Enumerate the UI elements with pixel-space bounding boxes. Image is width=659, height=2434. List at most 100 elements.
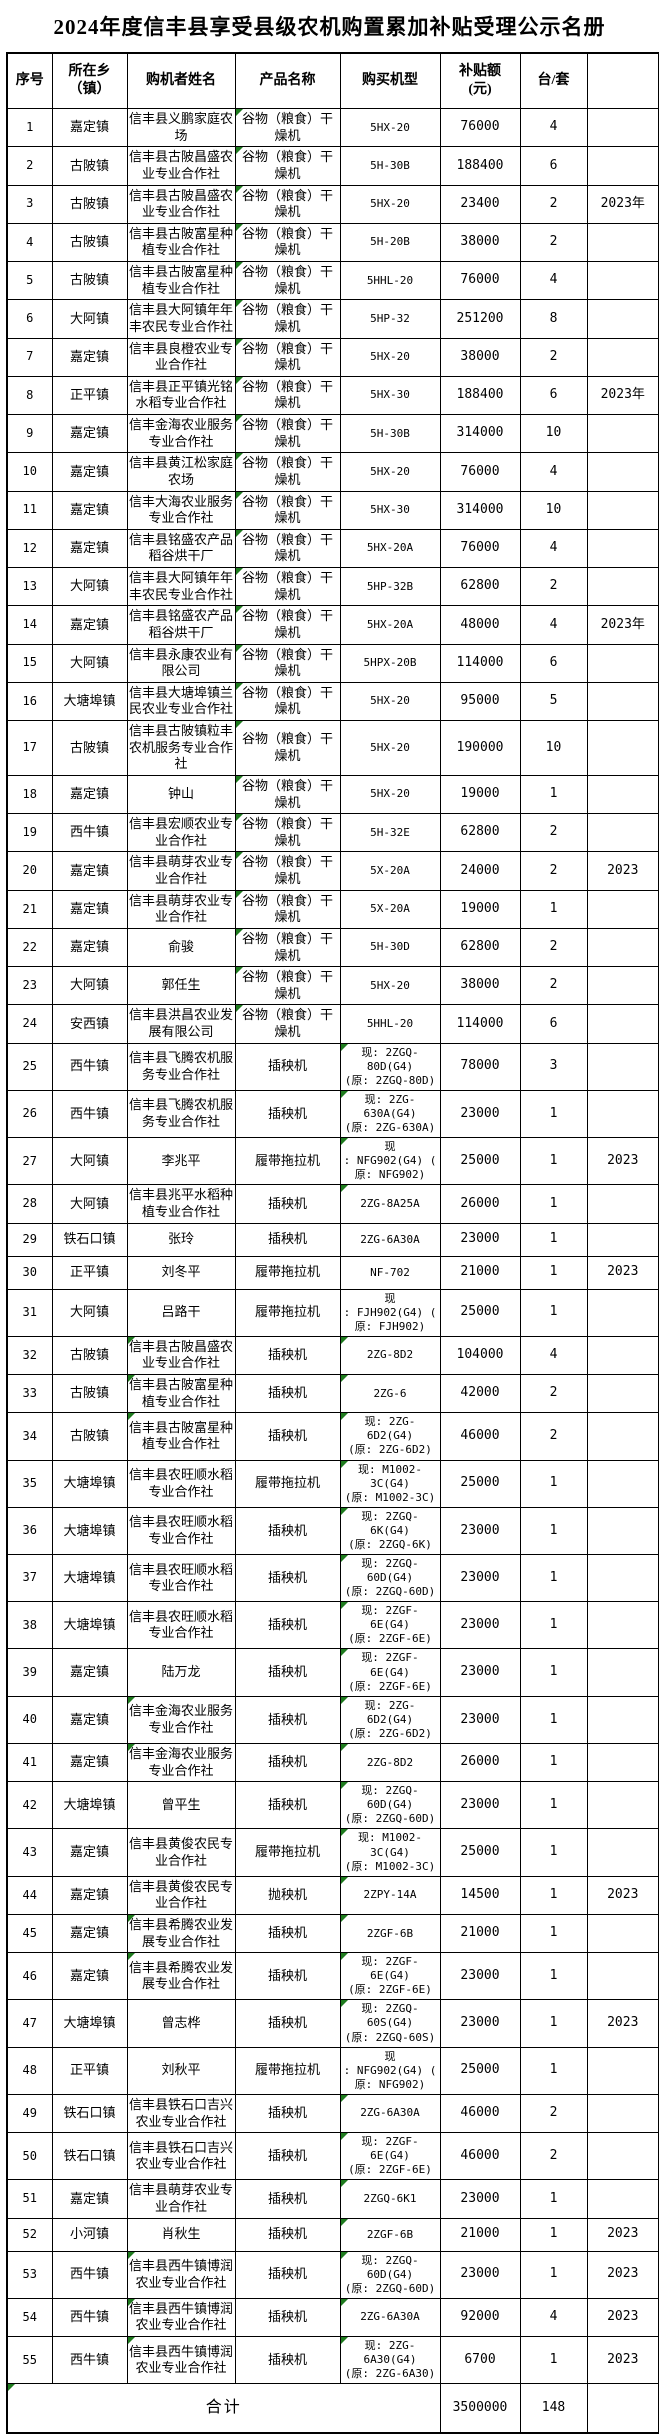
cell-product-name: 谷物（粮食）干 燥机	[234, 566, 341, 607]
cell-subsidy: 19000	[439, 774, 521, 815]
excel-error-marker-icon	[236, 339, 243, 346]
cell-township: 大阿镇	[51, 966, 128, 1006]
cell-seq: 33	[6, 1374, 53, 1414]
excel-error-marker-icon	[341, 1044, 348, 1051]
cell-year	[586, 681, 659, 722]
cell-product-name: 谷物（粮食）干 燥机	[234, 605, 341, 645]
table-row: 32 古陂镇 信丰县古陂昌盛农业专业合作社 插秧机 2ZG-8D2 104000…	[6, 1335, 659, 1376]
excel-error-marker-icon	[341, 2133, 348, 2141]
excel-error-marker-icon	[341, 1185, 348, 1193]
table-row: 38 大塘埠镇 信丰县农旺顺水稻专业合作社 插秧机 现: 2ZGF- 6E(G4…	[6, 1601, 659, 1650]
cell-product-name: 履带拖拉机	[234, 1459, 341, 1508]
excel-error-marker-icon	[341, 2252, 348, 2259]
cell-township: 大阿镇	[51, 566, 128, 607]
cell-year	[586, 774, 659, 815]
cell-purchaser-name: 信丰县农旺顺水稻专业合作社	[126, 1554, 236, 1603]
cell-seq: 47	[6, 1999, 53, 2048]
cell-purchaser-name: 信丰大海农业服务专业合作社	[126, 490, 236, 530]
cell-purchaser-name: 信丰县古陂镇粒丰农机服务专业合作社	[126, 720, 236, 776]
cell-model: 现 : FJH902(G4) ( 原: FJH902)	[339, 1288, 441, 1337]
cell-product-name: 谷物（粮食）干 燥机	[234, 720, 341, 776]
cell-township: 西牛镇	[51, 1042, 128, 1091]
cell-subsidy: 190000	[439, 720, 521, 776]
cell-model: 2ZG-6A30A	[339, 1222, 441, 1257]
cell-product-name: 插秧机	[234, 1648, 341, 1697]
cell-qty: 10	[519, 720, 588, 776]
cell-subsidy: 314000	[439, 413, 521, 454]
cell-purchaser-name: 吕路干	[126, 1288, 236, 1337]
cell-purchaser-name: 信丰县永康农业有限公司	[126, 643, 236, 683]
cell-seq: 31	[6, 1288, 53, 1337]
cell-year: 2023年	[586, 375, 659, 416]
cell-purchaser-name: 信丰县农旺顺水稻专业合作社	[126, 1601, 236, 1650]
cell-product-name: 插秧机	[234, 2179, 341, 2219]
cell-model: 5H-30D	[339, 927, 441, 968]
excel-error-marker-icon	[341, 1782, 348, 1790]
cell-model: 5X-20A	[339, 851, 441, 891]
cell-township: 西牛镇	[51, 1089, 128, 1139]
cell-seq: 49	[6, 2093, 53, 2134]
table-row: 2 古陂镇 信丰县古陂昌盛农业专业合作社 谷物（粮食）干 燥机 5H-30B 1…	[6, 146, 659, 186]
cell-year: 2023	[586, 1137, 659, 1186]
cell-seq: 46	[6, 1952, 53, 2001]
cell-product-name: 谷物（粮食）干 燥机	[234, 643, 341, 683]
cell-seq: 48	[6, 2046, 53, 2095]
cell-seq: 36	[6, 1506, 53, 1556]
cell-product-name: 谷物（粮食）干 燥机	[234, 851, 341, 891]
cell-township: 嘉定镇	[51, 107, 128, 148]
cell-qty: 4	[519, 1335, 588, 1376]
cell-year: 2023年	[586, 605, 659, 645]
cell-year	[586, 452, 659, 492]
cell-year	[586, 1506, 659, 1556]
cell-product-name: 插秧机	[234, 1695, 341, 1744]
excel-error-marker-icon	[341, 1413, 348, 1421]
excel-error-marker-icon	[236, 967, 243, 975]
excel-error-marker-icon	[341, 2180, 348, 2188]
cell-model: 2ZG-8A25A	[339, 1184, 441, 1224]
excel-error-marker-icon	[128, 2252, 135, 2259]
cell-product-name: 谷物（粮食）干 燥机	[234, 813, 341, 853]
cell-subsidy: 38000	[439, 222, 521, 263]
cell-product-name: 插秧机	[234, 2093, 341, 2134]
table-row: 49 铁石口镇 信丰县铁石口吉兴农业专业合作社 插秧机 2ZG-6A30A 46…	[6, 2093, 659, 2134]
table-row: 9 嘉定镇 信丰金海农业服务专业合作社 谷物（粮食）干 燥机 5H-30B 31…	[6, 413, 659, 454]
excel-error-marker-icon	[236, 683, 243, 690]
cell-purchaser-name: 信丰县农旺顺水稻专业合作社	[126, 1459, 236, 1508]
cell-purchaser-name: 信丰县大塘埠镇兰民农业专业合作社	[126, 681, 236, 722]
cell-seq: 26	[6, 1089, 53, 1139]
cell-seq: 55	[6, 2336, 53, 2385]
cell-year	[586, 1828, 659, 1877]
cell-model: 现 : NFG902(G4) ( 原: NFG902)	[339, 1137, 441, 1186]
cell-year	[586, 413, 659, 454]
cell-purchaser-name: 信丰县大阿镇年年丰农民专业合作社	[126, 566, 236, 607]
cell-subsidy: 25000	[439, 2046, 521, 2095]
table-row: 37 大塘埠镇 信丰县农旺顺水稻专业合作社 插秧机 现: 2ZGQ- 60D(G…	[6, 1554, 659, 1603]
cell-model: 5HX-20	[339, 774, 441, 815]
cell-township: 古陂镇	[51, 260, 128, 301]
cell-purchaser-name: 信丰县萌芽农业专业合作社	[126, 889, 236, 929]
cell-model: 现: 2ZGQ- 60D(G4) (原: 2ZGQ-60D)	[339, 2250, 441, 2299]
cell-model: 5HP-32B	[339, 566, 441, 607]
cell-township: 古陂镇	[51, 1374, 128, 1414]
table-row: 52 小河镇 肖秋生 插秧机 2ZGF-6B 21000 1 2023	[6, 2217, 659, 2252]
cell-township: 嘉定镇	[51, 1913, 128, 1954]
cell-purchaser-name: 信丰县良橙农业专业合作社	[126, 337, 236, 377]
cell-township: 古陂镇	[51, 1335, 128, 1376]
cell-seq: 51	[6, 2179, 53, 2219]
cell-purchaser-name: 信丰县希腾农业发展专业合作社	[126, 1952, 236, 2001]
header-row: 序号 所在乡 （镇） 购机者姓名 产品名称 购买机型 补贴额 (元) 台/套	[6, 52, 659, 109]
cell-township: 古陂镇	[51, 1412, 128, 1461]
cell-qty: 6	[519, 375, 588, 416]
cell-qty: 2	[519, 222, 588, 263]
cell-product-name: 插秧机	[234, 1374, 341, 1414]
cell-purchaser-name: 信丰县黄俊农民专业合作社	[126, 1828, 236, 1877]
cell-model: 现: 2ZGQ- 6K(G4) (原: 2ZGQ-6K)	[339, 1506, 441, 1556]
cell-product-name: 谷物（粮食）干 燥机	[234, 889, 341, 929]
cell-product-name: 履带拖拉机	[234, 1137, 341, 1186]
cell-purchaser-name: 信丰县铭盛农产品稻谷烘干厂	[126, 528, 236, 569]
cell-product-name: 插秧机	[234, 1781, 341, 1830]
cell-seq: 22	[6, 927, 53, 968]
cell-subsidy: 23000	[439, 1695, 521, 1744]
excel-error-marker-icon	[236, 224, 243, 231]
cell-subsidy: 23000	[439, 2250, 521, 2299]
